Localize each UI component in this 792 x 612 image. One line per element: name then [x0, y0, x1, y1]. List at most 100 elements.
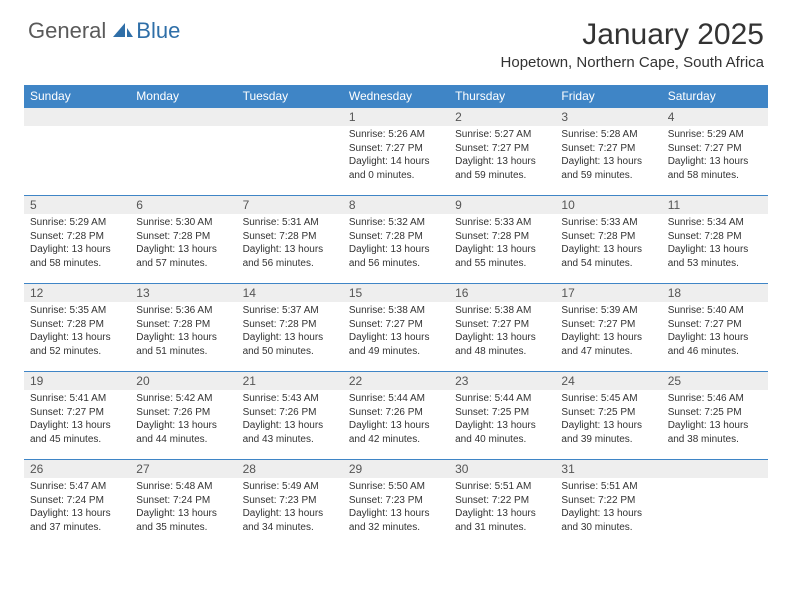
day-details: Sunrise: 5:31 AMSunset: 7:28 PMDaylight:…: [237, 214, 343, 274]
day-number: 31: [555, 460, 661, 478]
weekday-header: Monday: [130, 85, 236, 108]
sunset-text: Sunset: 7:22 PM: [455, 494, 549, 508]
daylight-text: Daylight: 13 hours and 43 minutes.: [243, 419, 337, 446]
day-details: Sunrise: 5:26 AMSunset: 7:27 PMDaylight:…: [343, 126, 449, 186]
calendar-day-cell: 10Sunrise: 5:33 AMSunset: 7:28 PMDayligh…: [555, 196, 661, 284]
day-details: Sunrise: 5:45 AMSunset: 7:25 PMDaylight:…: [555, 390, 661, 450]
weekday-header: Friday: [555, 85, 661, 108]
daylight-text: Daylight: 13 hours and 52 minutes.: [30, 331, 124, 358]
daylight-text: Daylight: 13 hours and 58 minutes.: [668, 155, 762, 182]
daylight-text: Daylight: 13 hours and 39 minutes.: [561, 419, 655, 446]
day-number: 6: [130, 196, 236, 214]
day-details: Sunrise: 5:34 AMSunset: 7:28 PMDaylight:…: [662, 214, 768, 274]
calendar-day-cell: 3Sunrise: 5:28 AMSunset: 7:27 PMDaylight…: [555, 108, 661, 196]
daylight-text: Daylight: 13 hours and 32 minutes.: [349, 507, 443, 534]
sunset-text: Sunset: 7:22 PM: [561, 494, 655, 508]
day-number: 17: [555, 284, 661, 302]
daylight-text: Daylight: 13 hours and 38 minutes.: [668, 419, 762, 446]
day-number: 28: [237, 460, 343, 478]
daylight-text: Daylight: 13 hours and 47 minutes.: [561, 331, 655, 358]
day-details: Sunrise: 5:33 AMSunset: 7:28 PMDaylight:…: [555, 214, 661, 274]
day-details: Sunrise: 5:32 AMSunset: 7:28 PMDaylight:…: [343, 214, 449, 274]
calendar-day-cell: 24Sunrise: 5:45 AMSunset: 7:25 PMDayligh…: [555, 372, 661, 460]
day-number: 21: [237, 372, 343, 390]
page-header: General Blue January 2025 Hopetown, Nort…: [0, 0, 792, 77]
brand-part2: Blue: [136, 18, 180, 44]
sunrise-text: Sunrise: 5:51 AM: [561, 480, 655, 494]
sunset-text: Sunset: 7:28 PM: [561, 230, 655, 244]
calendar-day-cell: 11Sunrise: 5:34 AMSunset: 7:28 PMDayligh…: [662, 196, 768, 284]
sunrise-text: Sunrise: 5:40 AM: [668, 304, 762, 318]
day-number: 19: [24, 372, 130, 390]
day-details: Sunrise: 5:35 AMSunset: 7:28 PMDaylight:…: [24, 302, 130, 362]
calendar-day-cell: 18Sunrise: 5:40 AMSunset: 7:27 PMDayligh…: [662, 284, 768, 372]
sunrise-text: Sunrise: 5:35 AM: [30, 304, 124, 318]
calendar-day-cell: 20Sunrise: 5:42 AMSunset: 7:26 PMDayligh…: [130, 372, 236, 460]
sunset-text: Sunset: 7:24 PM: [30, 494, 124, 508]
sunset-text: Sunset: 7:28 PM: [30, 318, 124, 332]
sunset-text: Sunset: 7:27 PM: [455, 318, 549, 332]
sunrise-text: Sunrise: 5:41 AM: [30, 392, 124, 406]
day-number: 8: [343, 196, 449, 214]
sunrise-text: Sunrise: 5:43 AM: [243, 392, 337, 406]
calendar-day-cell: 30Sunrise: 5:51 AMSunset: 7:22 PMDayligh…: [449, 460, 555, 548]
sunrise-text: Sunrise: 5:37 AM: [243, 304, 337, 318]
daylight-text: Daylight: 13 hours and 54 minutes.: [561, 243, 655, 270]
day-number: 9: [449, 196, 555, 214]
day-number: 13: [130, 284, 236, 302]
calendar-day-cell: [24, 108, 130, 196]
calendar-day-cell: 7Sunrise: 5:31 AMSunset: 7:28 PMDaylight…: [237, 196, 343, 284]
sunrise-text: Sunrise: 5:48 AM: [136, 480, 230, 494]
calendar-day-cell: 2Sunrise: 5:27 AMSunset: 7:27 PMDaylight…: [449, 108, 555, 196]
calendar-day-cell: 31Sunrise: 5:51 AMSunset: 7:22 PMDayligh…: [555, 460, 661, 548]
day-details: Sunrise: 5:44 AMSunset: 7:25 PMDaylight:…: [449, 390, 555, 450]
calendar-day-cell: 19Sunrise: 5:41 AMSunset: 7:27 PMDayligh…: [24, 372, 130, 460]
daylight-text: Daylight: 13 hours and 31 minutes.: [455, 507, 549, 534]
day-number: 1: [343, 108, 449, 126]
day-details: Sunrise: 5:42 AMSunset: 7:26 PMDaylight:…: [130, 390, 236, 450]
sunset-text: Sunset: 7:26 PM: [349, 406, 443, 420]
calendar-day-cell: 4Sunrise: 5:29 AMSunset: 7:27 PMDaylight…: [662, 108, 768, 196]
sunrise-text: Sunrise: 5:32 AM: [349, 216, 443, 230]
day-details: Sunrise: 5:39 AMSunset: 7:27 PMDaylight:…: [555, 302, 661, 362]
calendar-week-row: 12Sunrise: 5:35 AMSunset: 7:28 PMDayligh…: [24, 284, 768, 372]
day-number: 29: [343, 460, 449, 478]
day-number: 27: [130, 460, 236, 478]
sunrise-text: Sunrise: 5:45 AM: [561, 392, 655, 406]
sunset-text: Sunset: 7:27 PM: [30, 406, 124, 420]
calendar-week-row: 1Sunrise: 5:26 AMSunset: 7:27 PMDaylight…: [24, 108, 768, 196]
calendar-week-row: 5Sunrise: 5:29 AMSunset: 7:28 PMDaylight…: [24, 196, 768, 284]
sunrise-text: Sunrise: 5:49 AM: [243, 480, 337, 494]
weekday-header-row: Sunday Monday Tuesday Wednesday Thursday…: [24, 85, 768, 108]
daylight-text: Daylight: 13 hours and 58 minutes.: [30, 243, 124, 270]
calendar-day-cell: 14Sunrise: 5:37 AMSunset: 7:28 PMDayligh…: [237, 284, 343, 372]
calendar-day-cell: 1Sunrise: 5:26 AMSunset: 7:27 PMDaylight…: [343, 108, 449, 196]
calendar-day-cell: 15Sunrise: 5:38 AMSunset: 7:27 PMDayligh…: [343, 284, 449, 372]
sunset-text: Sunset: 7:28 PM: [455, 230, 549, 244]
calendar-table: Sunday Monday Tuesday Wednesday Thursday…: [24, 85, 768, 548]
sunrise-text: Sunrise: 5:26 AM: [349, 128, 443, 142]
calendar-day-cell: 6Sunrise: 5:30 AMSunset: 7:28 PMDaylight…: [130, 196, 236, 284]
brand-logo: General Blue: [28, 18, 180, 44]
calendar-day-cell: 22Sunrise: 5:44 AMSunset: 7:26 PMDayligh…: [343, 372, 449, 460]
sunrise-text: Sunrise: 5:38 AM: [349, 304, 443, 318]
daylight-text: Daylight: 13 hours and 56 minutes.: [243, 243, 337, 270]
sunset-text: Sunset: 7:27 PM: [349, 318, 443, 332]
day-details: Sunrise: 5:38 AMSunset: 7:27 PMDaylight:…: [449, 302, 555, 362]
sunset-text: Sunset: 7:28 PM: [136, 318, 230, 332]
calendar-day-cell: 17Sunrise: 5:39 AMSunset: 7:27 PMDayligh…: [555, 284, 661, 372]
day-details: Sunrise: 5:38 AMSunset: 7:27 PMDaylight:…: [343, 302, 449, 362]
day-number: 5: [24, 196, 130, 214]
day-details: Sunrise: 5:40 AMSunset: 7:27 PMDaylight:…: [662, 302, 768, 362]
day-number: 2: [449, 108, 555, 126]
calendar-week-row: 26Sunrise: 5:47 AMSunset: 7:24 PMDayligh…: [24, 460, 768, 548]
calendar-day-cell: [662, 460, 768, 548]
sunset-text: Sunset: 7:28 PM: [136, 230, 230, 244]
sunrise-text: Sunrise: 5:33 AM: [455, 216, 549, 230]
sunset-text: Sunset: 7:28 PM: [349, 230, 443, 244]
sunrise-text: Sunrise: 5:29 AM: [668, 128, 762, 142]
weekday-header: Saturday: [662, 85, 768, 108]
calendar-day-cell: 5Sunrise: 5:29 AMSunset: 7:28 PMDaylight…: [24, 196, 130, 284]
day-number: 25: [662, 372, 768, 390]
day-number: 23: [449, 372, 555, 390]
